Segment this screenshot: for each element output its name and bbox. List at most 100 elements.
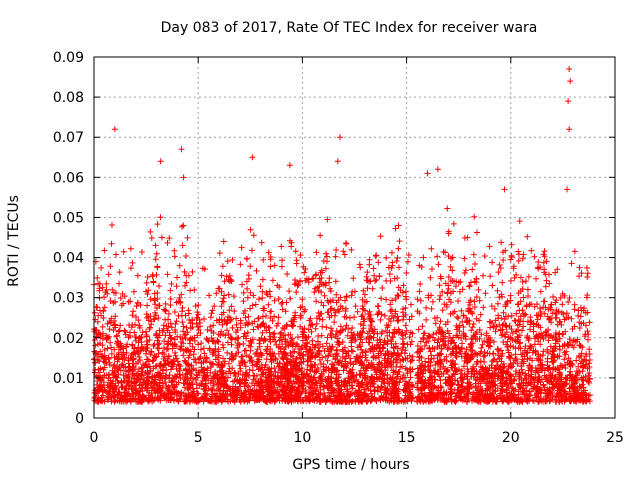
data-point <box>108 394 115 401</box>
data-point <box>212 397 219 404</box>
data-point <box>268 385 275 392</box>
data-point <box>535 265 542 272</box>
data-point <box>107 298 114 305</box>
data-point <box>175 390 182 397</box>
data-point <box>228 335 235 342</box>
data-point <box>295 375 302 382</box>
data-point <box>197 346 204 353</box>
data-point <box>230 356 237 363</box>
data-point <box>475 286 482 293</box>
data-point <box>163 366 170 373</box>
data-point <box>215 285 222 292</box>
data-point <box>395 284 402 291</box>
data-point <box>296 386 303 393</box>
data-point <box>557 378 564 385</box>
data-point <box>112 385 119 392</box>
data-point <box>122 331 129 338</box>
data-point <box>361 370 368 377</box>
data-point <box>327 325 334 332</box>
data-point <box>225 360 232 367</box>
data-point <box>322 353 329 360</box>
data-point <box>359 305 366 312</box>
data-point <box>375 361 382 368</box>
data-point <box>427 274 434 281</box>
data-point <box>187 325 194 332</box>
data-point <box>129 356 136 363</box>
data-point <box>528 300 535 307</box>
data-point <box>520 294 527 301</box>
data-point <box>91 389 98 396</box>
data-point <box>190 375 197 382</box>
data-point <box>414 296 421 303</box>
data-point <box>374 376 381 383</box>
data-point <box>439 288 446 295</box>
data-point <box>460 323 467 330</box>
data-point <box>392 368 399 375</box>
data-point <box>457 384 464 391</box>
data-point <box>491 364 498 371</box>
data-point <box>392 225 399 232</box>
data-point <box>144 302 151 309</box>
data-point <box>135 393 142 400</box>
data-point <box>444 205 451 212</box>
data-point <box>124 390 131 397</box>
data-point <box>358 346 365 353</box>
data-point <box>121 293 128 300</box>
data-point <box>105 394 112 401</box>
data-point <box>270 372 277 379</box>
data-point <box>566 66 573 73</box>
data-point <box>552 380 559 387</box>
data-point <box>476 326 483 333</box>
data-point <box>327 288 334 295</box>
data-point <box>488 391 495 398</box>
data-point <box>382 351 389 358</box>
data-point <box>435 371 442 378</box>
data-point <box>218 364 225 371</box>
data-point <box>533 367 540 374</box>
data-point <box>531 379 538 386</box>
data-point <box>439 307 446 314</box>
data-point <box>371 363 378 370</box>
data-point <box>341 363 348 370</box>
data-point <box>426 368 433 375</box>
data-point <box>120 248 127 255</box>
data-point <box>130 308 137 315</box>
data-point <box>447 334 454 341</box>
data-point <box>550 293 557 300</box>
data-point <box>187 320 194 327</box>
data-point <box>256 356 263 363</box>
data-point <box>137 376 144 383</box>
data-point <box>540 348 547 355</box>
data-point <box>249 154 256 161</box>
data-point <box>293 341 300 348</box>
data-point <box>527 388 534 395</box>
data-point <box>393 356 400 363</box>
data-point <box>234 342 241 349</box>
data-point <box>508 326 515 333</box>
data-point <box>228 341 235 348</box>
data-point <box>275 382 282 389</box>
data-point <box>178 291 185 298</box>
data-point <box>517 318 524 325</box>
data-point <box>567 358 574 365</box>
data-point <box>212 370 219 377</box>
data-point <box>290 339 297 346</box>
data-point <box>138 339 145 346</box>
data-point <box>244 294 251 301</box>
data-point <box>377 316 384 323</box>
data-point <box>541 367 548 374</box>
data-point <box>422 392 429 399</box>
data-point <box>384 338 391 345</box>
data-point <box>132 313 139 320</box>
data-point <box>291 387 298 394</box>
data-point <box>371 386 378 393</box>
data-point <box>243 377 250 384</box>
data-point <box>164 327 171 334</box>
data-point <box>151 378 158 385</box>
data-point <box>364 383 371 390</box>
data-point <box>399 335 406 342</box>
data-point <box>302 390 309 397</box>
data-point <box>523 302 530 309</box>
data-point <box>545 392 552 399</box>
data-point <box>473 229 480 236</box>
